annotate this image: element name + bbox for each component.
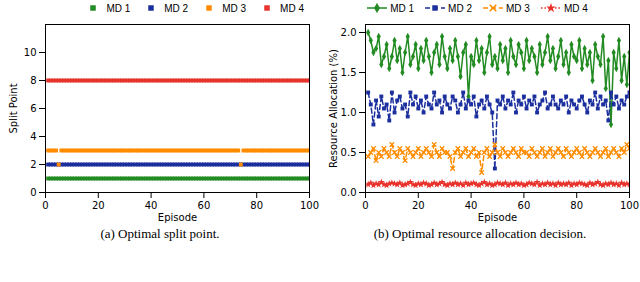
svg-text:6: 6: [30, 103, 36, 114]
svg-text:20: 20: [92, 200, 105, 211]
svg-text:0.5: 0.5: [341, 147, 357, 158]
html-text:MD 4: MD 4: [563, 2, 588, 14]
svg-text:Episode: Episode: [158, 212, 197, 223]
html-text:(a) Optimal split point.: (a) Optimal split point.: [100, 226, 220, 241]
svg-text:100: 100: [620, 200, 639, 211]
svg-text:2: 2: [30, 159, 36, 170]
svg-text:Split Point: Split Point: [8, 83, 19, 133]
svg-text:8: 8: [30, 75, 36, 86]
html-text:MD 3: MD 3: [506, 2, 530, 14]
svg-text:10: 10: [24, 47, 37, 58]
html-text:MD 4: MD 4: [280, 2, 304, 14]
svg-text:100: 100: [300, 200, 319, 211]
svg-text:60: 60: [198, 200, 211, 211]
svg-text:0.0: 0.0: [341, 187, 357, 198]
svg-text:40: 40: [465, 200, 478, 211]
html-text:(b) Optimal resource allocatio: (b) Optimal resource allocation decision…: [373, 226, 587, 241]
svg-text:4: 4: [30, 131, 36, 142]
svg-text:1.0: 1.0: [341, 107, 357, 118]
html-text:MD 1: MD 1: [106, 2, 131, 14]
html-text:MD 2: MD 2: [164, 2, 189, 14]
svg-text:40: 40: [145, 200, 158, 211]
html-text:MD 1: MD 1: [390, 2, 415, 14]
svg-text:0: 0: [362, 200, 368, 211]
svg-text:60: 60: [518, 200, 531, 211]
svg-text:80: 80: [570, 200, 583, 211]
svg-text:80: 80: [250, 200, 263, 211]
svg-text:2.0: 2.0: [341, 27, 357, 38]
html-text:MD 3: MD 3: [222, 2, 247, 14]
html-text:MD 2: MD 2: [448, 2, 472, 14]
svg-text:1.5: 1.5: [341, 67, 357, 78]
svg-text:0: 0: [42, 200, 48, 211]
svg-text:Resource Allocation (%): Resource Allocation (%): [328, 49, 339, 168]
svg-text:0: 0: [30, 187, 36, 198]
svg-text:Episode: Episode: [478, 212, 517, 223]
svg-text:20: 20: [412, 200, 425, 211]
